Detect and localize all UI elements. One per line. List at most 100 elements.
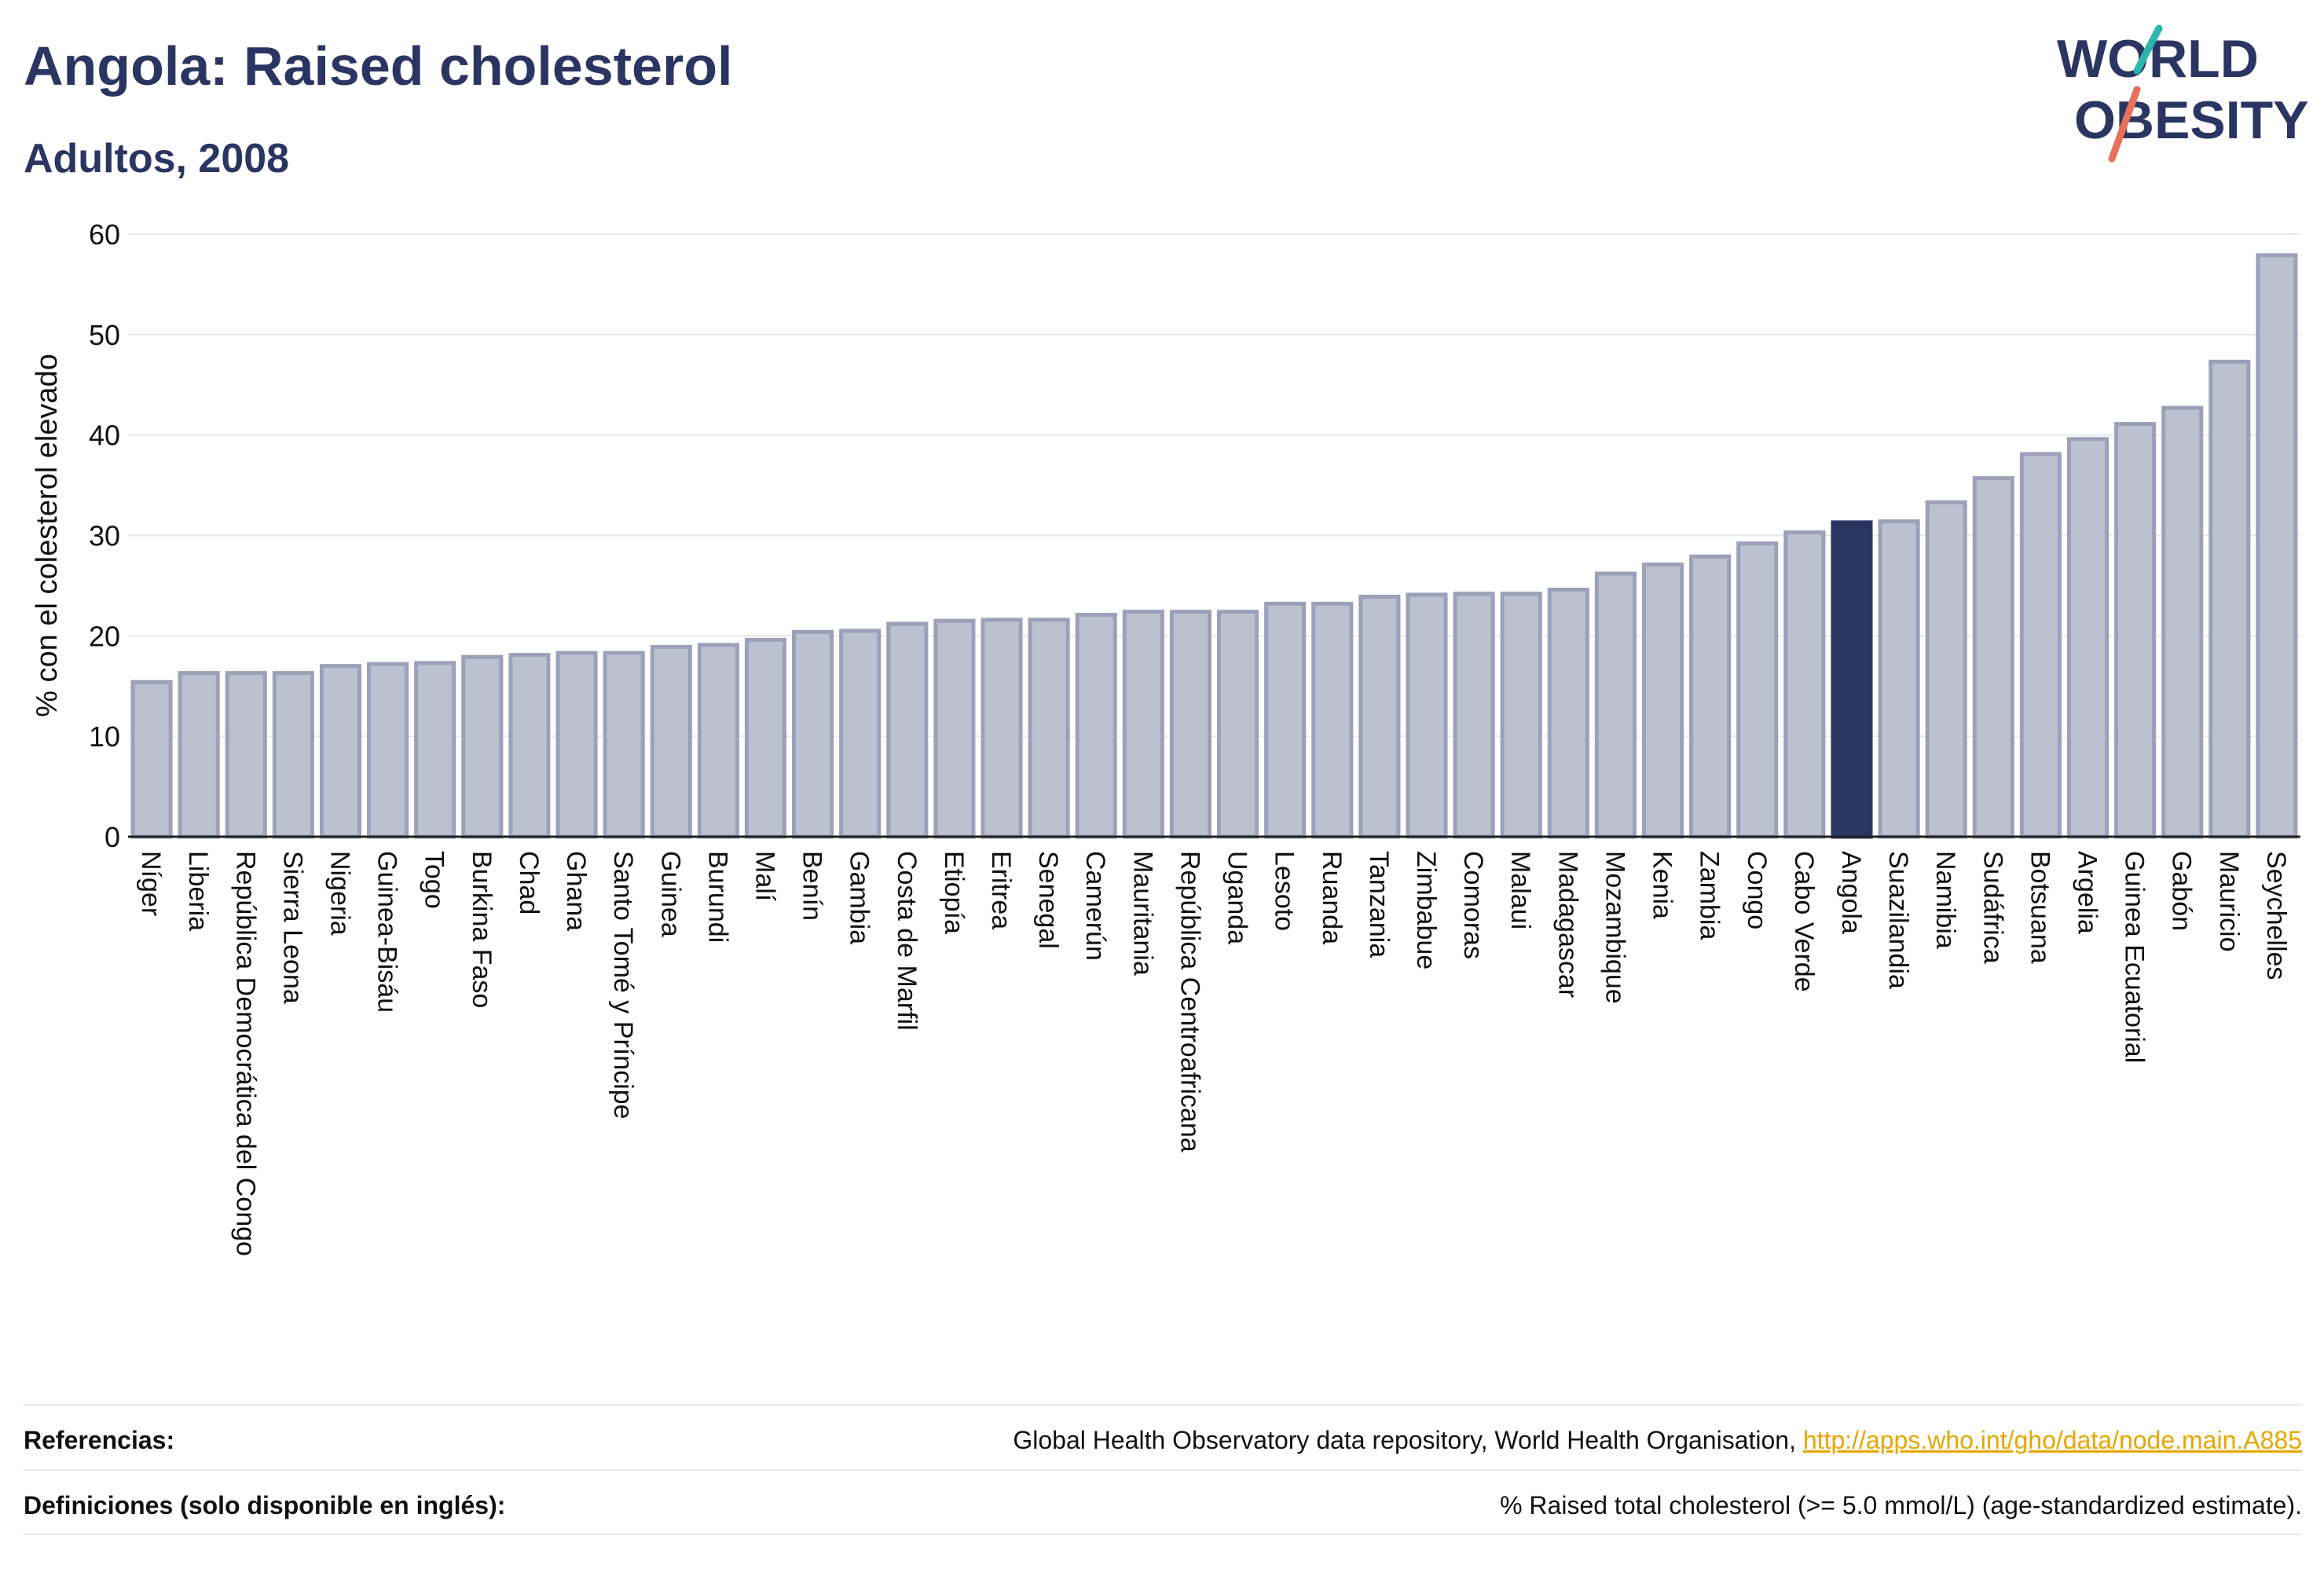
bar (1972, 476, 2014, 839)
bar (1028, 618, 1070, 839)
x-tick-label: Mauricio (2214, 851, 2244, 951)
x-tick-label: Tanzania (1364, 851, 1394, 958)
bar (886, 621, 929, 839)
bar (272, 671, 314, 839)
chart-title: Angola: Raised cholesterol (24, 35, 733, 97)
bar (178, 671, 220, 839)
references-label: Referencias: (24, 1425, 175, 1454)
bar (1406, 592, 1448, 839)
world-obesity-logo: WORLD OBESITY (2057, 24, 2309, 163)
bar (1594, 571, 1637, 839)
bar (1122, 610, 1164, 839)
y-tick-label: 50 (89, 319, 120, 351)
references-text: Global Health Observatory data repositor… (1013, 1425, 1803, 1454)
logo-slash-coral (2108, 86, 2141, 163)
x-tick-label: Gabón (2167, 851, 2197, 931)
x-tick-label: Argelia (2073, 851, 2102, 934)
x-tick-label: Nigeria (324, 851, 354, 936)
bar (1689, 554, 1732, 839)
x-tick-label: Botsuana (2025, 851, 2055, 964)
x-tick-label: Seychelles (2261, 851, 2291, 980)
chart-subtitle: Adultos, 2008 (24, 136, 290, 181)
bar-highlight (1831, 520, 1873, 839)
x-tick-label: Namibia (1930, 851, 1960, 949)
y-axis-label: % con el colesterol elevado (31, 354, 64, 717)
x-tick-label: Zambia (1695, 851, 1725, 940)
x-tick-label: Gambia (845, 851, 874, 944)
bar (839, 629, 882, 839)
bar (981, 618, 1023, 839)
bar (461, 654, 504, 839)
logo-word-obesity: OBESITY (2074, 90, 2309, 150)
bar (225, 671, 267, 839)
references-link[interactable]: http://apps.who.int/gho/data/node.main.A… (1802, 1425, 2302, 1454)
bar (1547, 588, 1589, 839)
bar (1217, 610, 1259, 839)
x-tick-label: República Democrática del Congo (230, 851, 260, 1256)
bar (1925, 500, 1967, 839)
definitions-label: Definiciones (solo disponible en inglés)… (24, 1490, 506, 1519)
y-tick-label: 10 (89, 720, 120, 753)
bar (2114, 422, 2157, 839)
x-tick-label: Kenia (1648, 851, 1677, 919)
definitions-text: % Raised total cholesterol (>= 5.0 mmol/… (1500, 1490, 2302, 1519)
bar (1453, 592, 1495, 839)
x-tick-label: Comoras (1458, 851, 1488, 959)
x-tick-label: Níger (136, 851, 166, 916)
bar (1878, 519, 1920, 839)
x-tick-label: Angola (1836, 851, 1866, 934)
x-tick-label: Senegal (1033, 851, 1063, 949)
x-tick-label: Burkina Faso (467, 851, 497, 1008)
x-axis-labels: Níger Liberia República Democrática del Co… (136, 851, 2291, 1256)
bar (1358, 594, 1401, 839)
x-tick-label: Ghana (561, 851, 591, 931)
x-tick-label: Chad (514, 851, 544, 914)
y-tick-label: 60 (89, 218, 120, 251)
bar (2019, 452, 2062, 839)
x-tick-label: Guinea (655, 851, 685, 937)
bar (1736, 541, 1779, 839)
y-tick-label: 20 (89, 620, 120, 652)
footer-divider-middle (24, 1469, 2302, 1471)
bar (414, 661, 456, 839)
bar (1169, 610, 1211, 839)
bar (508, 653, 551, 839)
x-tick-label: Congo (1742, 851, 1772, 929)
x-tick-label: Burundi (702, 851, 732, 943)
x-tick-label: Liberia (183, 851, 213, 931)
x-tick-label: Mauritania (1127, 851, 1157, 976)
logo-word-world: WORLD (2057, 29, 2259, 89)
bar (2161, 405, 2204, 839)
references-value: Global Health Observatory data repositor… (1013, 1426, 2302, 1455)
x-tick-label: Sierra Leona (277, 851, 307, 1004)
bar (744, 637, 787, 839)
x-tick-label: Santo Tomé y Príncipe (608, 851, 638, 1119)
bar (650, 644, 692, 839)
x-tick-label: Benín (797, 851, 827, 921)
bar (1500, 592, 1542, 839)
definitions-row: Definiciones (solo disponible en inglés)… (24, 1474, 2302, 1537)
y-tick-label: 40 (89, 420, 120, 452)
x-tick-label: Mozambique (1600, 851, 1629, 1004)
bar (2066, 437, 2110, 839)
bar (130, 680, 173, 839)
y-axis-ticks: 0 10 20 30 40 50 60 (89, 218, 120, 853)
bar (1311, 601, 1354, 839)
x-tick-label: Malaui (1505, 851, 1535, 929)
bars (130, 253, 2298, 839)
footer-divider-bottom (24, 1534, 2302, 1535)
bar (697, 643, 739, 839)
x-tick-label: Togo (420, 851, 449, 909)
x-tick-label: Zimbabue (1411, 851, 1441, 969)
bar (2256, 253, 2298, 839)
references-row: Referencias: Global Health Observatory d… (24, 1409, 2302, 1472)
y-tick-label: 30 (89, 520, 120, 552)
x-tick-label: Suazilandia (1883, 851, 1913, 989)
x-tick-label: Cabo Verde (1789, 851, 1819, 992)
bar (792, 629, 834, 839)
bar (1783, 530, 1826, 839)
logo-slash-teal (2133, 24, 2163, 75)
x-tick-label: Guinea-Bisáu (372, 851, 402, 1013)
x-tick-label: Camerún (1080, 851, 1110, 961)
footer-divider-top (24, 1404, 2302, 1406)
